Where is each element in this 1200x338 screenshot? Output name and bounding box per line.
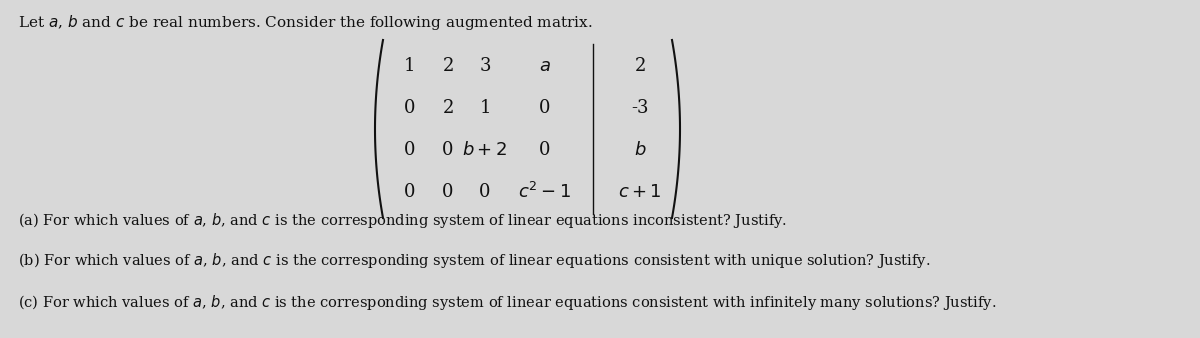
Text: (b) For which values of $a$, $b$, and $c$ is the corresponding system of linear : (b) For which values of $a$, $b$, and $c… xyxy=(18,250,930,269)
Text: 3: 3 xyxy=(479,57,491,75)
Text: -3: -3 xyxy=(631,99,649,117)
Text: $b+2$: $b+2$ xyxy=(462,141,508,159)
Text: 1: 1 xyxy=(479,99,491,117)
Text: 2: 2 xyxy=(443,57,454,75)
Text: 0: 0 xyxy=(539,99,551,117)
Text: 0: 0 xyxy=(479,183,491,201)
Text: $a$: $a$ xyxy=(539,57,551,75)
Text: 0: 0 xyxy=(443,141,454,159)
Text: 2: 2 xyxy=(443,99,454,117)
Text: $c+1$: $c+1$ xyxy=(618,183,662,201)
Text: 0: 0 xyxy=(443,183,454,201)
Text: Let $a$, $b$ and $c$ be real numbers. Consider the following augmented matrix.: Let $a$, $b$ and $c$ be real numbers. Co… xyxy=(18,13,593,32)
Text: 0: 0 xyxy=(539,141,551,159)
Text: (a) For which values of $a$, $b$, and $c$ is the corresponding system of linear : (a) For which values of $a$, $b$, and $c… xyxy=(18,211,787,230)
Text: 0: 0 xyxy=(404,99,415,117)
Text: 0: 0 xyxy=(404,141,415,159)
Text: 2: 2 xyxy=(635,57,646,75)
Text: (c) For which values of $a$, $b$, and $c$ is the corresponding system of linear : (c) For which values of $a$, $b$, and $c… xyxy=(18,293,996,313)
Text: 1: 1 xyxy=(404,57,415,75)
Text: $c^2-1$: $c^2-1$ xyxy=(518,182,571,202)
Text: 0: 0 xyxy=(404,183,415,201)
Text: $b$: $b$ xyxy=(634,141,647,159)
